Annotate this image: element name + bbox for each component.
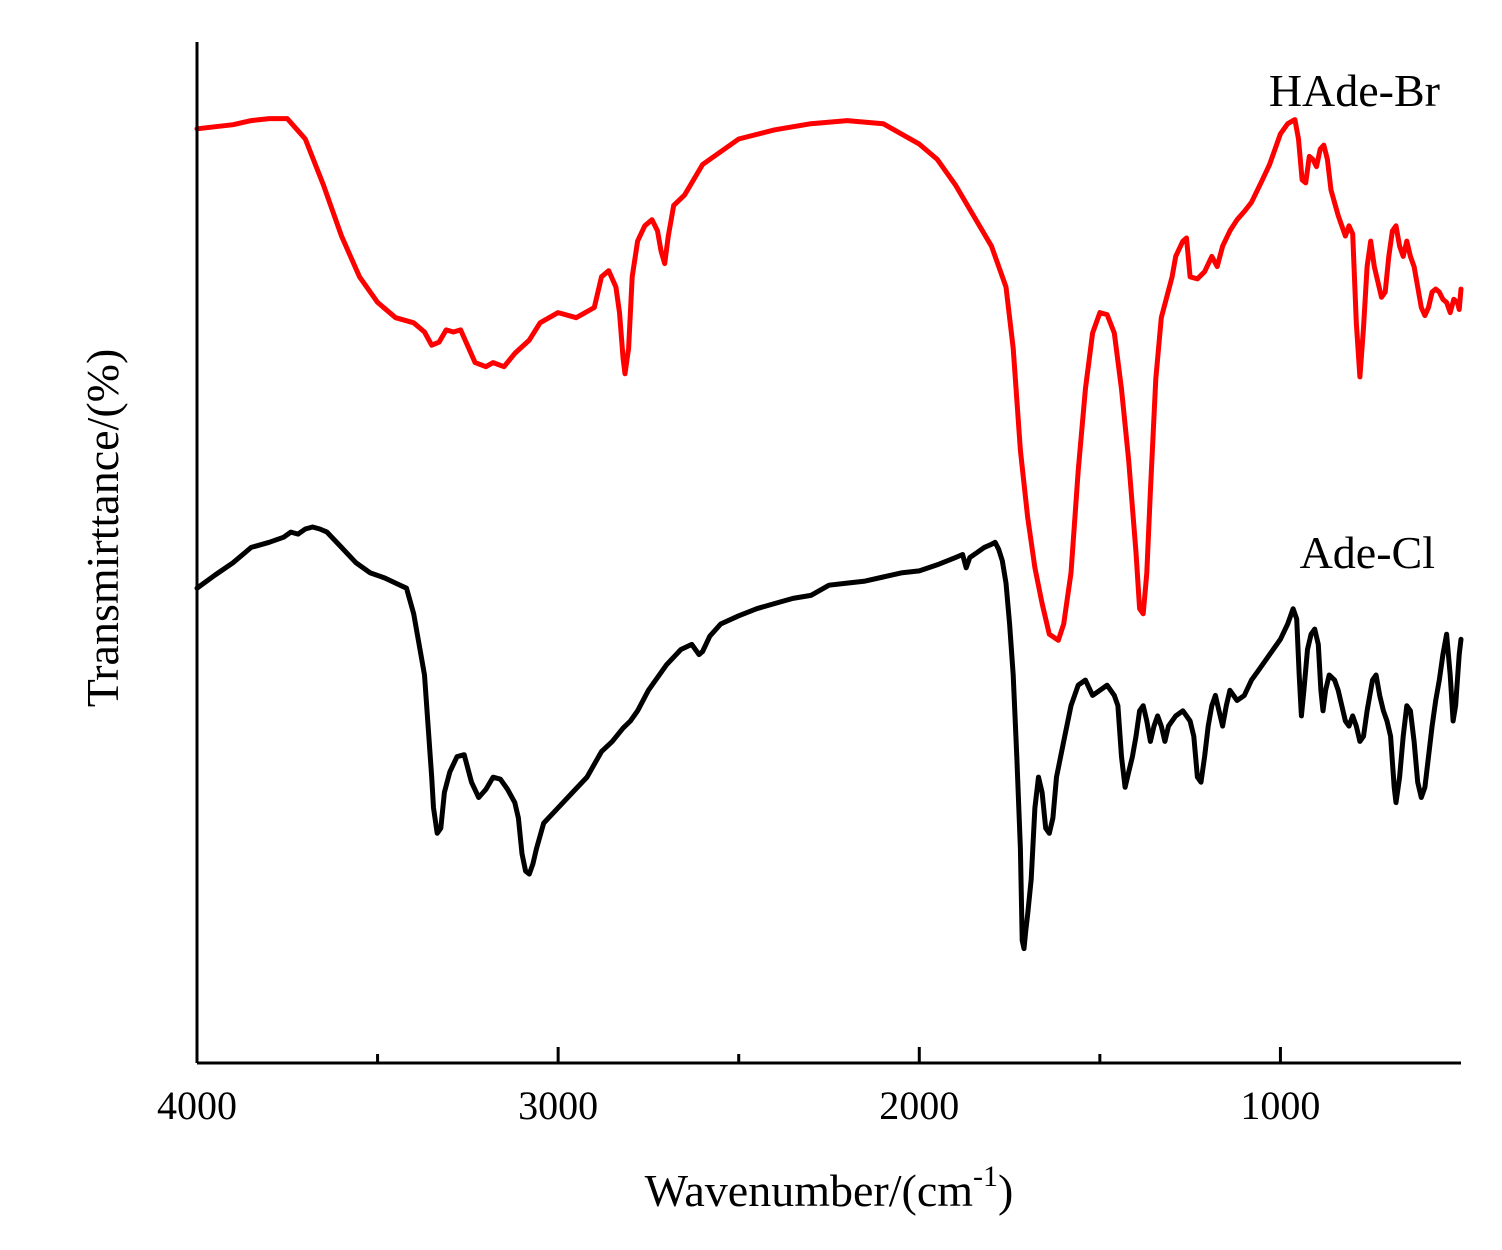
series-label-hade-br: HAde-Br — [1269, 65, 1440, 116]
x-axis-label-main: Wavenumber/(cm — [645, 1165, 974, 1216]
y-axis-label: Transmirttance/(%) — [77, 349, 128, 708]
x-axis-label-superscript: -1 — [973, 1160, 998, 1193]
x-axis-label: Wavenumber/(cm-1) — [645, 1160, 1014, 1216]
x-tick-label-2000: 2000 — [879, 1083, 959, 1128]
series-line-hade-br — [194, 116, 1464, 643]
series-layer — [194, 116, 1464, 952]
axes: 4000 3000 2000 1000 — [157, 42, 1461, 1128]
x-axis-label-close: ) — [998, 1165, 1013, 1216]
x-tick-label-4000: 4000 — [157, 1083, 237, 1128]
x-ticks: 4000 3000 2000 1000 — [157, 1047, 1320, 1128]
series-label-ade-cl: Ade-Cl — [1300, 527, 1435, 578]
x-tick-label-3000: 3000 — [518, 1083, 598, 1128]
series-labels: HAde-Br Ade-Cl — [1269, 65, 1440, 578]
series-line-ade-cl — [194, 524, 1464, 952]
x-tick-label-1000: 1000 — [1240, 1083, 1320, 1128]
